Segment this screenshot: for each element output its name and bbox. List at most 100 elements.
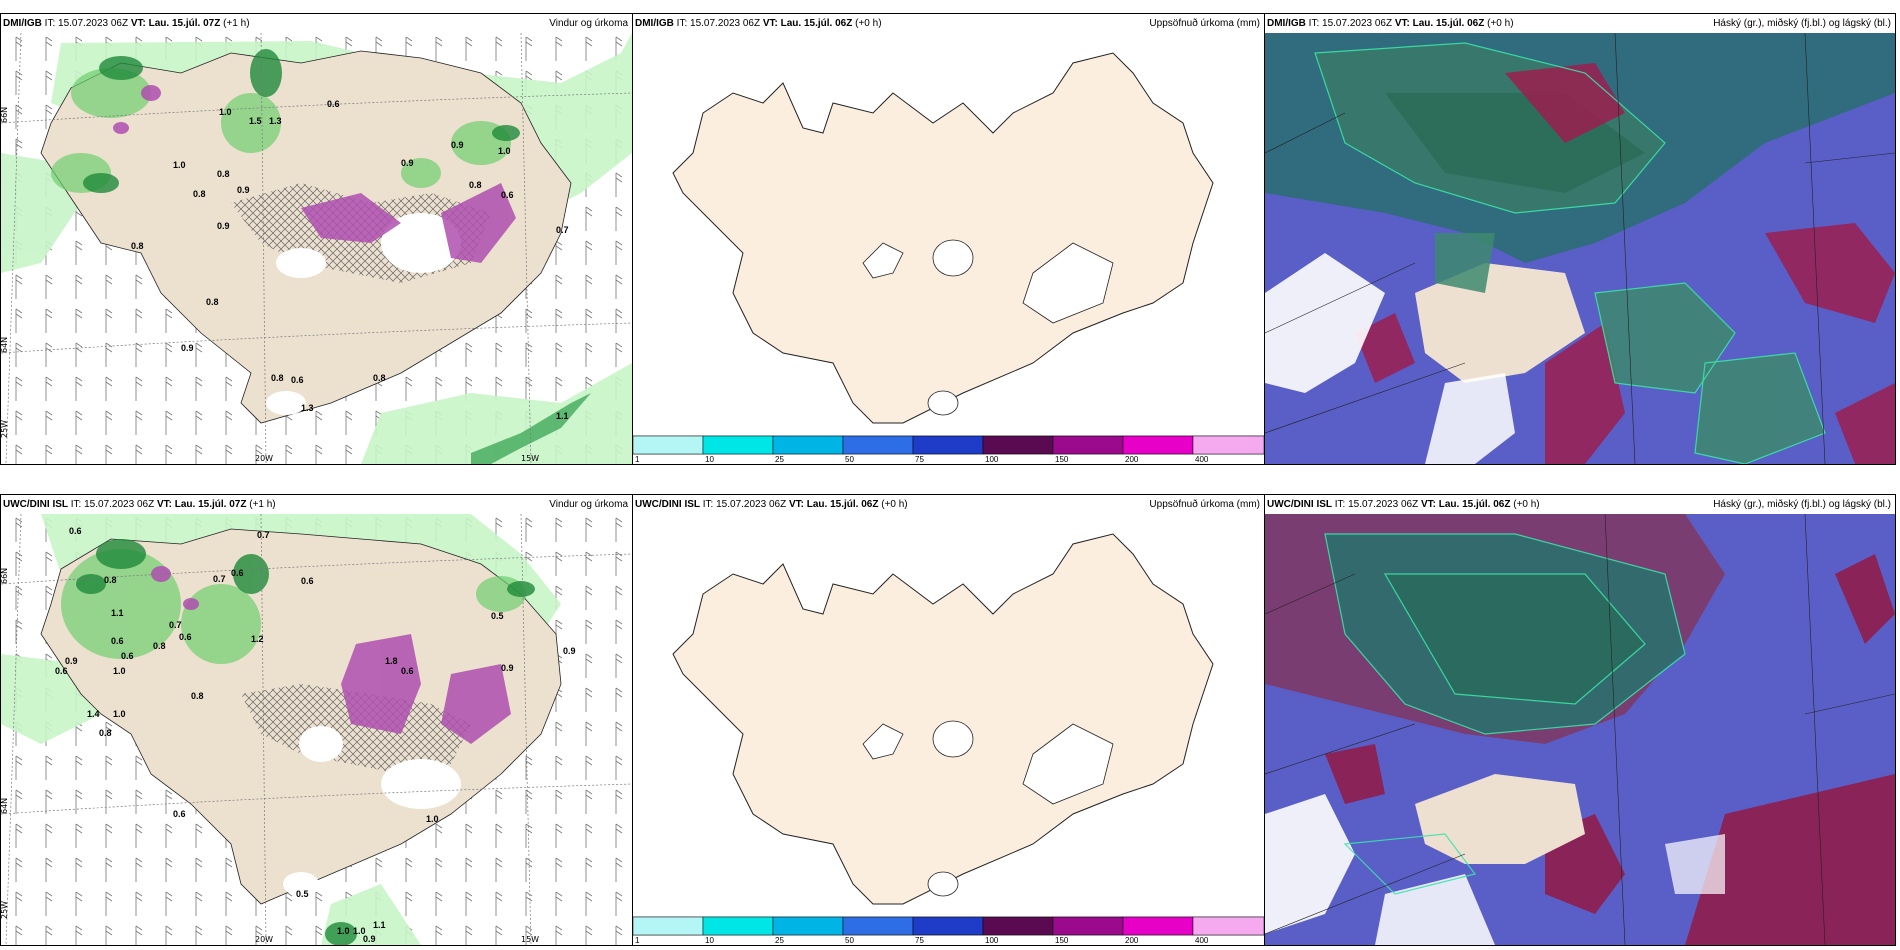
lon-label-20: 20W xyxy=(255,454,273,463)
lead-time: (+0 h) xyxy=(855,18,882,29)
map-area[interactable]: 1 10 25 50 75 100 150 200 400 xyxy=(633,514,1264,945)
precip-value: 0.6 xyxy=(173,809,186,819)
precip-value: 0.8 xyxy=(271,373,284,383)
init-time: 15.07.2023 06Z xyxy=(58,18,129,29)
init-label: IT: xyxy=(70,499,82,510)
precip-value: 0.7 xyxy=(169,620,182,630)
lat-label-64: 64N xyxy=(1,798,9,814)
precip-value: 0.9 xyxy=(451,140,464,150)
colorbar-swatch xyxy=(633,916,704,936)
lat-label-66: 66N xyxy=(1,107,9,123)
wind-precip-map: 66N 64N 25W 20W 15W 0.6 0.7 0.6 0.7 0.8 … xyxy=(1,514,632,945)
colorbar-label: 75 xyxy=(915,936,924,945)
init-time: 15.07.2023 06Z xyxy=(84,499,155,510)
precip-value: 1.0 xyxy=(173,160,186,170)
valid-time: Lau. 15.júl. 06Z xyxy=(806,499,879,510)
precip-value: 1.0 xyxy=(498,146,511,156)
accum-precip-map: 1 10 25 50 75 100 150 200 400 xyxy=(633,33,1264,464)
cloud-panel-bottom: UWC/DINI ISL IT: 15.07.2023 06Z VT: Lau.… xyxy=(1264,494,1896,946)
map-area[interactable]: 66N 64N 25W 20W 15W 0.6 1.0 1.5 1.3 0.9 … xyxy=(1,33,632,464)
map-area[interactable]: 1 10 25 50 75 100 150 200 400 xyxy=(633,33,1264,464)
model-source: DMI/IGB xyxy=(3,18,42,29)
precip-value: 1.4 xyxy=(87,709,100,719)
colorbar-label: 150 xyxy=(1055,455,1069,464)
init-time: 15.07.2023 06Z xyxy=(716,499,787,510)
precip-value: 0.8 xyxy=(469,180,482,190)
lead-time: (+0 h) xyxy=(881,499,908,510)
cloud-map xyxy=(1265,33,1895,464)
map-area[interactable] xyxy=(1265,33,1895,464)
accum-precip-map: 1 10 25 50 75 100 150 200 400 xyxy=(633,514,1264,945)
precip-value: 0.8 xyxy=(373,373,386,383)
colorbar-label: 1 xyxy=(635,936,640,945)
iceland-landmass xyxy=(672,533,1214,905)
precip-value: 0.6 xyxy=(231,568,244,578)
iceland-landmass xyxy=(672,52,1214,424)
colorbar-swatch xyxy=(912,916,984,936)
precip-value: 0.9 xyxy=(363,934,376,944)
init-label: IT: xyxy=(44,18,56,29)
precip-value: 0.8 xyxy=(99,728,112,738)
colorbar-swatch xyxy=(842,435,914,455)
init-time: 15.07.2023 06Z xyxy=(690,18,761,29)
precip-value: 0.6 xyxy=(111,636,124,646)
product-title: Vindur og úrkoma xyxy=(549,18,628,29)
precip-value: 0.9 xyxy=(401,158,414,168)
colorbar-label: 400 xyxy=(1195,936,1209,945)
init-label: IT: xyxy=(702,499,714,510)
precip-value: 0.8 xyxy=(131,241,144,251)
map-area[interactable] xyxy=(1265,514,1895,945)
colorbar-label: 10 xyxy=(705,455,714,464)
precip-value: 0.9 xyxy=(237,185,250,195)
precip-value: 0.5 xyxy=(296,889,309,899)
precip-value: 1.3 xyxy=(301,403,314,413)
colorbar-swatch xyxy=(702,916,774,936)
wind-precip-panel-top: DMI/IGB IT: 15.07.2023 06Z VT: Lau. 15.j… xyxy=(0,13,633,465)
precip-value: 0.8 xyxy=(191,691,204,701)
precip-value: 1.1 xyxy=(111,608,124,618)
product-title: Vindur og úrkoma xyxy=(549,499,628,510)
precip-value: 0.9 xyxy=(501,663,514,673)
colorbar-label: 200 xyxy=(1125,936,1139,945)
precip-value: 0.8 xyxy=(206,297,219,307)
colorbar-swatch xyxy=(1052,435,1124,455)
wind-precip-map: 66N 64N 25W 20W 15W 0.6 1.0 1.5 1.3 0.9 … xyxy=(1,33,632,464)
model-source: UWC/DINI ISL xyxy=(3,499,68,510)
precip-value: 0.6 xyxy=(69,526,82,536)
model-source: UWC/DINI ISL xyxy=(1267,499,1332,510)
precip-value: 1.0 xyxy=(219,107,232,117)
colorbar-swatch xyxy=(702,435,774,455)
precip-value: 0.6 xyxy=(179,632,192,642)
cloud-map xyxy=(1265,514,1895,945)
precip-value: 0.6 xyxy=(501,190,514,200)
wind-precip-panel-bottom: UWC/DINI ISL IT: 15.07.2023 06Z VT: Lau.… xyxy=(0,494,633,946)
lead-time: (+1 h) xyxy=(249,499,276,510)
valid-label: VT: xyxy=(762,18,778,29)
colorbar-label: 10 xyxy=(705,936,714,945)
model-source: UWC/DINI ISL xyxy=(635,499,700,510)
product-title: Háský (gr.), miðský (fj.bl.) og lágský (… xyxy=(1713,18,1891,29)
precip-value: 1.2 xyxy=(251,634,264,644)
lead-time: (+0 h) xyxy=(1513,499,1540,510)
precip-value: 0.7 xyxy=(257,530,270,540)
colorbar-swatch xyxy=(982,916,1054,936)
colorbar-swatch xyxy=(842,916,914,936)
init-label: IT: xyxy=(676,18,688,29)
product-title: Háský (gr.), miðský (fj.bl.) og lágský (… xyxy=(1713,499,1891,510)
valid-label: VT: xyxy=(1394,18,1410,29)
colorbar-swatch xyxy=(772,916,844,936)
colorbar-swatch xyxy=(1192,435,1264,455)
precip-value: 1.1 xyxy=(556,411,569,421)
precip-value: 0.9 xyxy=(181,343,194,353)
precip-value: 0.6 xyxy=(327,99,340,109)
colorbar-swatch xyxy=(982,435,1054,455)
map-area[interactable]: 66N 64N 25W 20W 15W 0.6 0.7 0.6 0.7 0.8 … xyxy=(1,514,632,945)
precip-colorbar: 1 10 25 50 75 100 150 200 400 xyxy=(633,435,1264,464)
precip-value: 1.0 xyxy=(113,666,126,676)
accum-precip-panel-top: DMI/IGB IT: 15.07.2023 06Z VT: Lau. 15.j… xyxy=(632,13,1265,465)
cloud-panel-top: DMI/IGB IT: 15.07.2023 06Z VT: Lau. 15.j… xyxy=(1264,13,1896,465)
colorbar-label: 200 xyxy=(1125,455,1139,464)
precip-value: 0.6 xyxy=(121,651,134,661)
model-source: DMI/IGB xyxy=(1267,18,1306,29)
precip-value: 0.6 xyxy=(291,375,304,385)
